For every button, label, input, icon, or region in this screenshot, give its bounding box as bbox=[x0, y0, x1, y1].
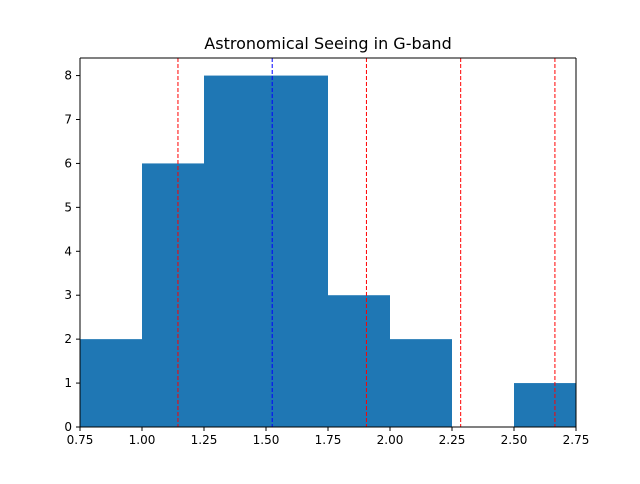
histogram-bar-4 bbox=[328, 295, 390, 427]
y-tick-label-4: 4 bbox=[64, 244, 72, 258]
bars-layer bbox=[80, 75, 576, 428]
histogram-bar-1 bbox=[142, 163, 204, 427]
histogram-bar-5 bbox=[390, 339, 452, 427]
chart-title: Astronomical Seeing in G-band bbox=[204, 34, 451, 53]
x-ticks-layer: 0.75 1.00 1.25 1.50 1.75 2.00 2.25 2.50 2.75 bbox=[67, 427, 590, 447]
y-tick-label-1: 1 bbox=[64, 376, 72, 390]
y-tick-label-7: 7 bbox=[64, 113, 72, 127]
reference-lines-layer bbox=[177, 58, 556, 427]
histogram-bar-7 bbox=[514, 383, 576, 427]
x-tick-label-8: 2.75 bbox=[563, 433, 590, 447]
y-ticks-layer: 0 1 2 3 4 5 6 7 8 bbox=[64, 69, 80, 434]
y-tick-label-6: 6 bbox=[64, 156, 72, 170]
x-tick-label-3: 1.50 bbox=[253, 433, 280, 447]
x-tick-label-4: 1.75 bbox=[315, 433, 342, 447]
x-tick-label-5: 2.00 bbox=[377, 433, 404, 447]
x-tick-label-0: 0.75 bbox=[67, 433, 94, 447]
y-tick-label-5: 5 bbox=[64, 200, 72, 214]
histogram-bar-2 bbox=[204, 75, 266, 428]
y-tick-label-0: 0 bbox=[64, 420, 72, 434]
y-tick-label-2: 2 bbox=[64, 332, 72, 346]
x-tick-label-6: 2.25 bbox=[439, 433, 466, 447]
histogram-bar-3 bbox=[266, 75, 328, 428]
x-tick-label-7: 2.50 bbox=[501, 433, 528, 447]
x-tick-label-1: 1.00 bbox=[129, 433, 156, 447]
y-tick-label-3: 3 bbox=[64, 288, 72, 302]
x-tick-label-2: 1.25 bbox=[191, 433, 218, 447]
histogram-bar-0 bbox=[80, 339, 142, 427]
y-tick-label-8: 8 bbox=[64, 69, 72, 83]
